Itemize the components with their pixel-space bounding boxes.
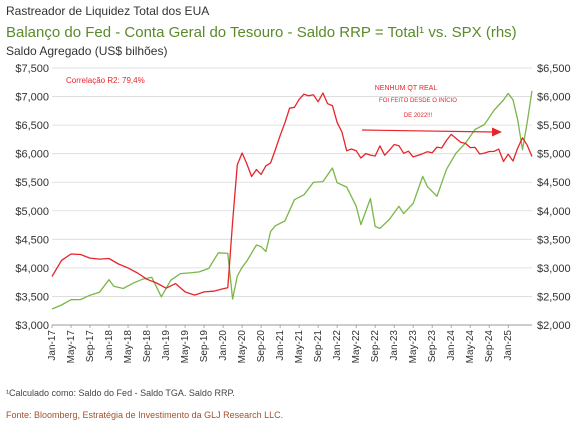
left-tick-label: $6,500	[15, 120, 49, 132]
x-tick-label: Jan-18	[104, 330, 115, 361]
right-tick-label: $6,000	[537, 92, 571, 104]
liquidity-line	[51, 92, 533, 296]
footer-source: Fonte: Bloomberg, Estratégia de Investim…	[6, 410, 283, 420]
right-tick-label: $4,000	[537, 206, 571, 218]
x-tick-label: Jan-23	[389, 330, 400, 361]
x-tick-label: Sep-23	[427, 330, 438, 363]
x-tick-label: Jan-25	[503, 330, 514, 361]
x-tick-label: May-20	[237, 330, 248, 364]
qt-arrow	[361, 127, 502, 137]
x-axis-ticks: Jan-17 May-17 Sep-17 Jan-18 May-18 Sep-18 Jan-…	[47, 324, 532, 364]
right-tick-label: $6,500	[537, 63, 571, 75]
left-tick-label: $7,500	[15, 63, 49, 75]
left-tick-label: $4,000	[15, 263, 49, 275]
right-tick-label: $2,000	[537, 320, 571, 332]
left-tick-label: $3,000	[15, 320, 49, 332]
left-tick-label: $3,500	[15, 291, 49, 303]
x-tick-label: Jan-19	[161, 330, 172, 361]
x-tick-label: Jan-24	[446, 330, 457, 361]
x-tick-label: May-22	[351, 330, 362, 364]
x-tick-label: Jan-21	[275, 330, 286, 361]
x-tick-label: Jan-22	[332, 330, 343, 361]
right-tick-label: $5,000	[537, 149, 571, 161]
right-tick-label: $3,500	[537, 234, 571, 246]
correlation-label: Correlação R2: 79,4%	[66, 76, 145, 85]
x-tick-label: May-17	[66, 330, 77, 364]
right-tick-label: $5,500	[537, 120, 571, 132]
x-tick-label: May-19	[180, 330, 191, 364]
x-tick-label: Sep-21	[313, 330, 324, 363]
qt-annotation-line2: FOI FEITO DESDE O INÍCIO	[379, 97, 457, 104]
chart-title: Balanço do Fed - Conta Geral do Tesouro …	[6, 24, 517, 41]
left-tick-label: $4,500	[15, 234, 49, 246]
right-axis-ticks: $6,500 $6,000 $5,500 $5,000 $4,500 $4,000 $3,5…	[537, 63, 571, 332]
x-tick-label: May-21	[294, 330, 305, 364]
right-tick-label: $4,500	[537, 177, 571, 189]
x-tick-label: Jan-17	[47, 330, 58, 361]
x-tick-label: May-23	[408, 330, 419, 364]
left-tick-label: $5,000	[15, 206, 49, 218]
right-tick-label: $3,000	[537, 263, 571, 275]
spx-line	[51, 90, 533, 310]
footer-note: ¹Calculado como: Saldo do Fed - Saldo TG…	[6, 388, 235, 398]
supertitle: Rastreador de Liquidez Total dos EUA	[6, 4, 209, 18]
left-tick-label: $6,000	[15, 149, 49, 161]
series-lines	[51, 90, 533, 310]
x-tick-label: Jan-20	[218, 330, 229, 361]
x-tick-label: May-18	[123, 330, 134, 364]
x-tick-label: Sep-20	[256, 330, 267, 363]
qt-annotation-line1: NENHUM QT REAL	[375, 85, 438, 92]
axis-subtitle: Saldo Agregado (US$ bilhões)	[6, 44, 167, 58]
gridlines	[52, 67, 532, 326]
x-tick-label: Sep-17	[85, 330, 96, 363]
left-tick-label: $5,500	[15, 177, 49, 189]
x-tick-label: Sep-18	[142, 330, 153, 363]
qt-annotation-line3: DE 2022!!!	[404, 113, 433, 119]
x-tick-label: Sep-22	[370, 330, 381, 363]
x-tick-label: Sep-24	[484, 330, 495, 363]
x-tick-label: May-24	[465, 330, 476, 364]
x-tick-label: Sep-19	[199, 330, 210, 363]
left-axis-ticks: $7,500 $7,000 $6,500 $6,000 $5,500 $5,000 $4,5…	[15, 63, 49, 332]
right-tick-label: $2,500	[537, 291, 571, 303]
left-tick-label: $7,000	[15, 92, 49, 104]
